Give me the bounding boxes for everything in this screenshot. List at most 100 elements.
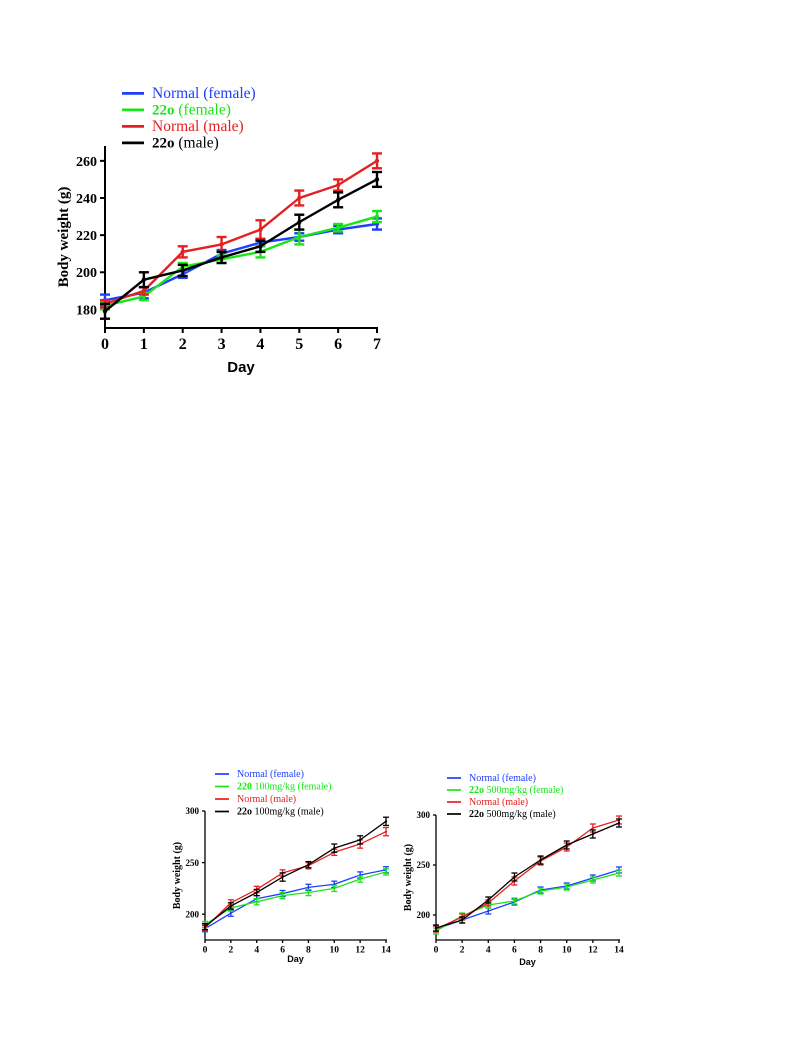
data-point	[374, 177, 380, 182]
legend-entry: 22o 500mg/kg (male)	[469, 809, 556, 820]
data-point	[565, 843, 568, 847]
legend-entry: 22o (female)	[152, 102, 231, 119]
series-1	[433, 869, 622, 935]
series-line	[204, 831, 387, 929]
x-tick-label: 0	[101, 336, 109, 353]
data-point	[258, 227, 263, 232]
data-point	[591, 832, 595, 836]
x-tick-label: 6	[512, 946, 517, 956]
legend-label: 100mg/kg (female)	[252, 782, 331, 793]
y-axis-label: Body weight (g)	[172, 842, 183, 909]
x-tick-label: 12	[588, 946, 598, 956]
data-point	[384, 820, 388, 823]
x-tick-label: 14	[614, 946, 624, 956]
x-tick-label: 10	[330, 946, 340, 956]
data-point	[374, 158, 380, 164]
legend-entry: 22o (male)	[152, 135, 219, 152]
data-point	[219, 255, 224, 260]
series-3	[202, 816, 389, 931]
data-point	[384, 870, 388, 874]
legend-label: 500mg/kg (female)	[484, 785, 563, 796]
data-point	[591, 826, 595, 830]
legend-compound-label: 220	[237, 782, 252, 793]
y-tick-label: 250	[417, 860, 431, 870]
y-tick-label: 200	[186, 909, 200, 919]
y-tick-label: 240	[76, 192, 97, 207]
x-tick-label: 10	[562, 946, 572, 956]
x-tick-label: 7	[373, 336, 381, 353]
data-point	[335, 197, 341, 203]
x-axis-label: Day	[287, 954, 304, 964]
legend-label: (male)	[175, 135, 219, 152]
data-point	[307, 863, 310, 866]
legend-label: 500mg/kg (male)	[484, 809, 556, 820]
data-point	[539, 858, 542, 862]
legend-label: (female)	[175, 102, 231, 119]
y-tick-label: 180	[76, 303, 97, 318]
series-1	[202, 868, 389, 929]
x-tick-label: 2	[179, 336, 187, 353]
legend-entry: 220 100mg/kg (female)	[237, 782, 331, 793]
series-line	[104, 159, 378, 305]
x-tick-label: 2	[228, 946, 233, 956]
data-point	[487, 909, 490, 913]
data-point	[255, 891, 258, 894]
series-line	[435, 819, 620, 930]
data-point	[255, 900, 258, 903]
legend-entry: Normal (female)	[469, 773, 536, 784]
legend-entry: Normal (male)	[152, 118, 244, 135]
data-point	[180, 249, 185, 255]
x-tick-label: 4	[254, 946, 259, 956]
y-tick-label: 250	[186, 858, 200, 868]
x-tick-label: 0	[434, 946, 439, 956]
x-tick-label: 14	[381, 946, 391, 956]
x-tick-label: 4	[486, 946, 491, 956]
chart-14-day-500mg: 200 250 300 0 2 4 6 8 10 12 14 Day Body weight (g) No…	[403, 773, 624, 967]
x-tick-label: 6	[334, 336, 342, 353]
data-point	[513, 899, 516, 903]
legend-label: 100mg/kg (male)	[252, 807, 324, 818]
x-tick-label: 5	[295, 336, 303, 353]
legend: Normal (female) 220 100mg/kg (female)Norm…	[215, 769, 331, 818]
legend: Normal (female)22o 500mg/kg (female)Norm…	[447, 773, 563, 820]
series-3	[433, 818, 622, 932]
data-point	[333, 846, 336, 850]
data-point	[297, 195, 302, 201]
data-point	[102, 309, 108, 314]
data-point	[229, 904, 233, 908]
data-point	[297, 234, 302, 240]
data-point	[180, 268, 185, 273]
y-axis-label: Body weight (g)	[403, 844, 414, 911]
series-2	[100, 152, 382, 309]
legend-entry: Normal (female)	[237, 769, 304, 780]
data-point	[565, 885, 568, 889]
series-line	[204, 869, 387, 930]
data-point	[617, 821, 621, 825]
data-point	[487, 898, 490, 902]
legend-entry: Normal (male)	[237, 794, 296, 805]
x-tick-label: 1	[140, 336, 148, 353]
data-point	[335, 182, 341, 188]
chart-1-week: 180 200 220 240 260 0 1 2 3 4 5 6 7 Day Body weight (g…	[56, 85, 382, 376]
legend-compound-label: 22o	[237, 807, 252, 818]
y-tick-label: 300	[186, 806, 200, 816]
x-tick-label: 8	[538, 946, 543, 956]
x-tick-label: 8	[306, 946, 311, 956]
legend-entry: Normal (male)	[469, 797, 528, 808]
y-tick-label: 220	[76, 229, 97, 244]
data-point	[258, 244, 263, 249]
series-line	[104, 178, 378, 313]
data-point	[219, 242, 224, 247]
legend-compound-label: 22o	[152, 136, 175, 152]
x-axis-label: Day	[227, 359, 255, 376]
data-point	[384, 830, 388, 833]
x-tick-label: 0	[203, 946, 208, 956]
y-tick-label: 260	[76, 155, 97, 170]
data-point	[229, 911, 233, 915]
legend-compound-label: 22o	[469, 785, 484, 796]
series-3	[100, 170, 382, 320]
x-axis-label: Day	[519, 957, 536, 967]
data-point	[374, 214, 380, 219]
series-line	[204, 820, 387, 928]
legend-compound-label: 22o	[469, 809, 484, 820]
